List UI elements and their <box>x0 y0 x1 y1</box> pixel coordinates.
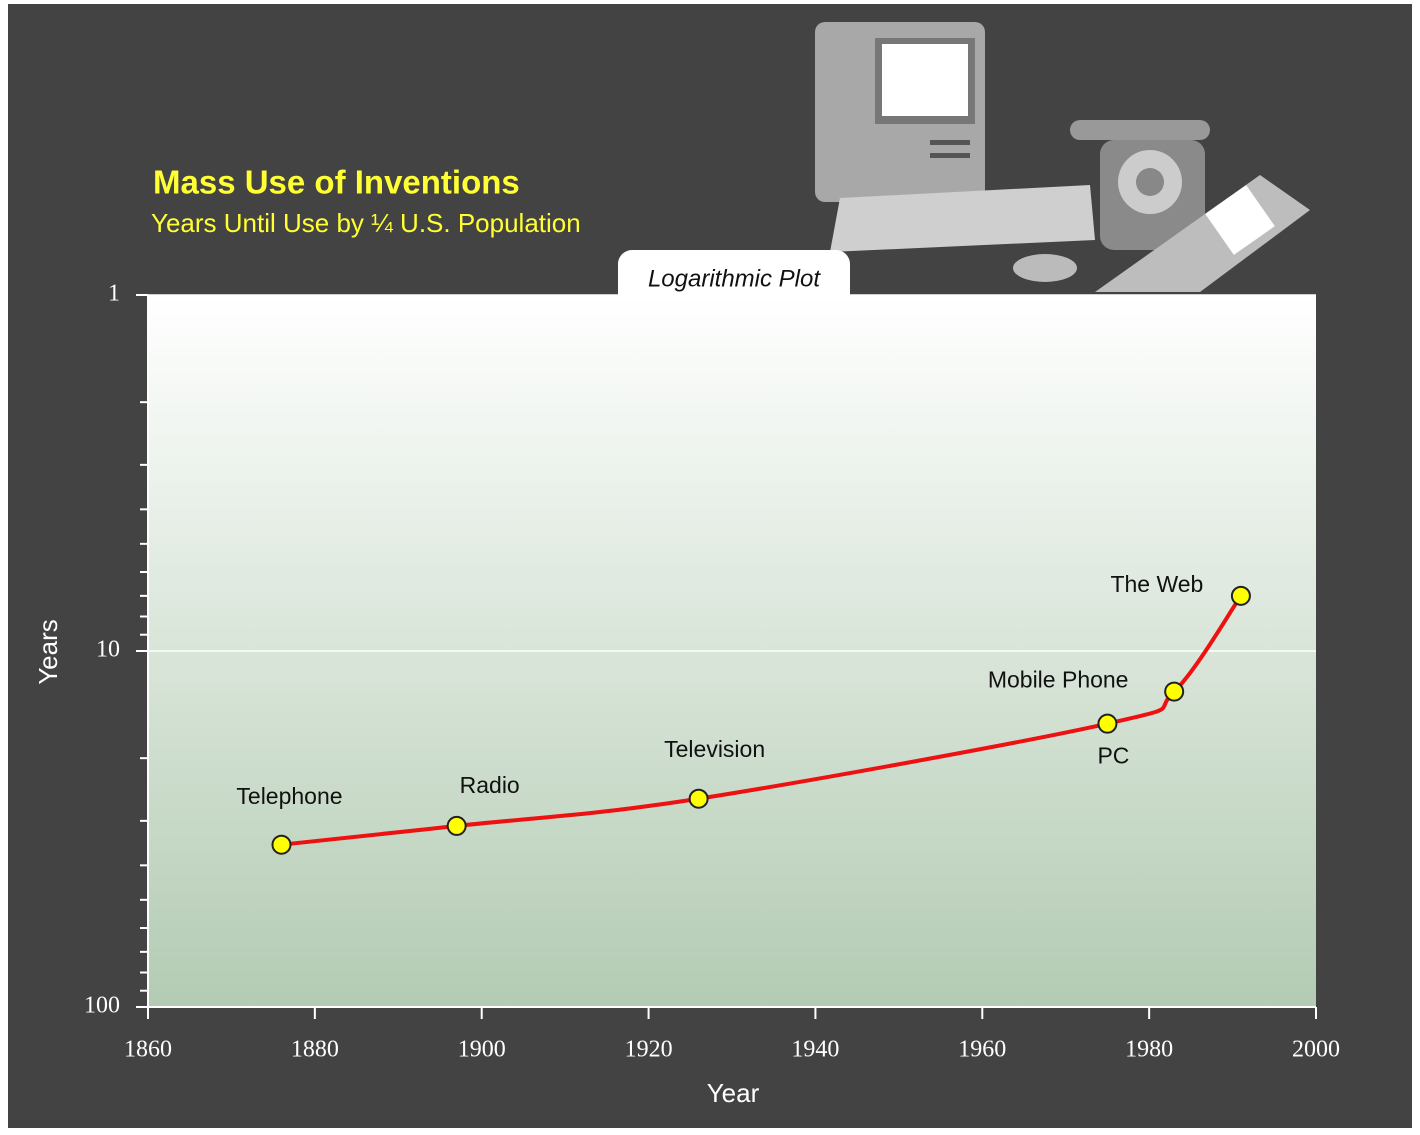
x-axis-label: Year <box>707 1078 760 1108</box>
x-tick-label: 1940 <box>791 1037 839 1063</box>
data-point <box>1230 585 1251 606</box>
point-label: PC <box>1097 743 1129 769</box>
point-label: Radio <box>460 772 520 798</box>
x-tick-label: 1920 <box>625 1037 673 1063</box>
data-point <box>1097 713 1118 734</box>
point-label: The Web <box>1110 571 1203 597</box>
x-tick-label: 1900 <box>458 1037 506 1063</box>
x-tick-label: 1880 <box>291 1037 339 1063</box>
x-tick-label: 1860 <box>124 1037 172 1063</box>
point-label: Mobile Phone <box>988 667 1129 693</box>
x-tick-label: 2000 <box>1292 1037 1340 1063</box>
data-point <box>446 815 467 836</box>
data-point <box>688 788 709 809</box>
chart-title: Mass Use of Inventions <box>153 164 520 201</box>
point-label: Television <box>664 736 765 762</box>
x-tick-label: 1980 <box>1125 1037 1173 1063</box>
data-point <box>271 834 292 855</box>
data-point <box>1164 681 1185 702</box>
y-tick-label: 100 <box>84 993 120 1019</box>
x-tick-label: 1960 <box>958 1037 1006 1063</box>
annotation: Logarithmic Plot <box>648 265 821 292</box>
y-axis-label: Years <box>33 619 63 685</box>
illustration <box>815 22 1310 292</box>
y-tick-label: 1 <box>108 281 120 307</box>
point-label: Telephone <box>236 783 342 809</box>
y-tick-label: 10 <box>96 637 120 663</box>
chart-subtitle: Years Until Use by ¼ U.S. Population <box>151 208 581 238</box>
